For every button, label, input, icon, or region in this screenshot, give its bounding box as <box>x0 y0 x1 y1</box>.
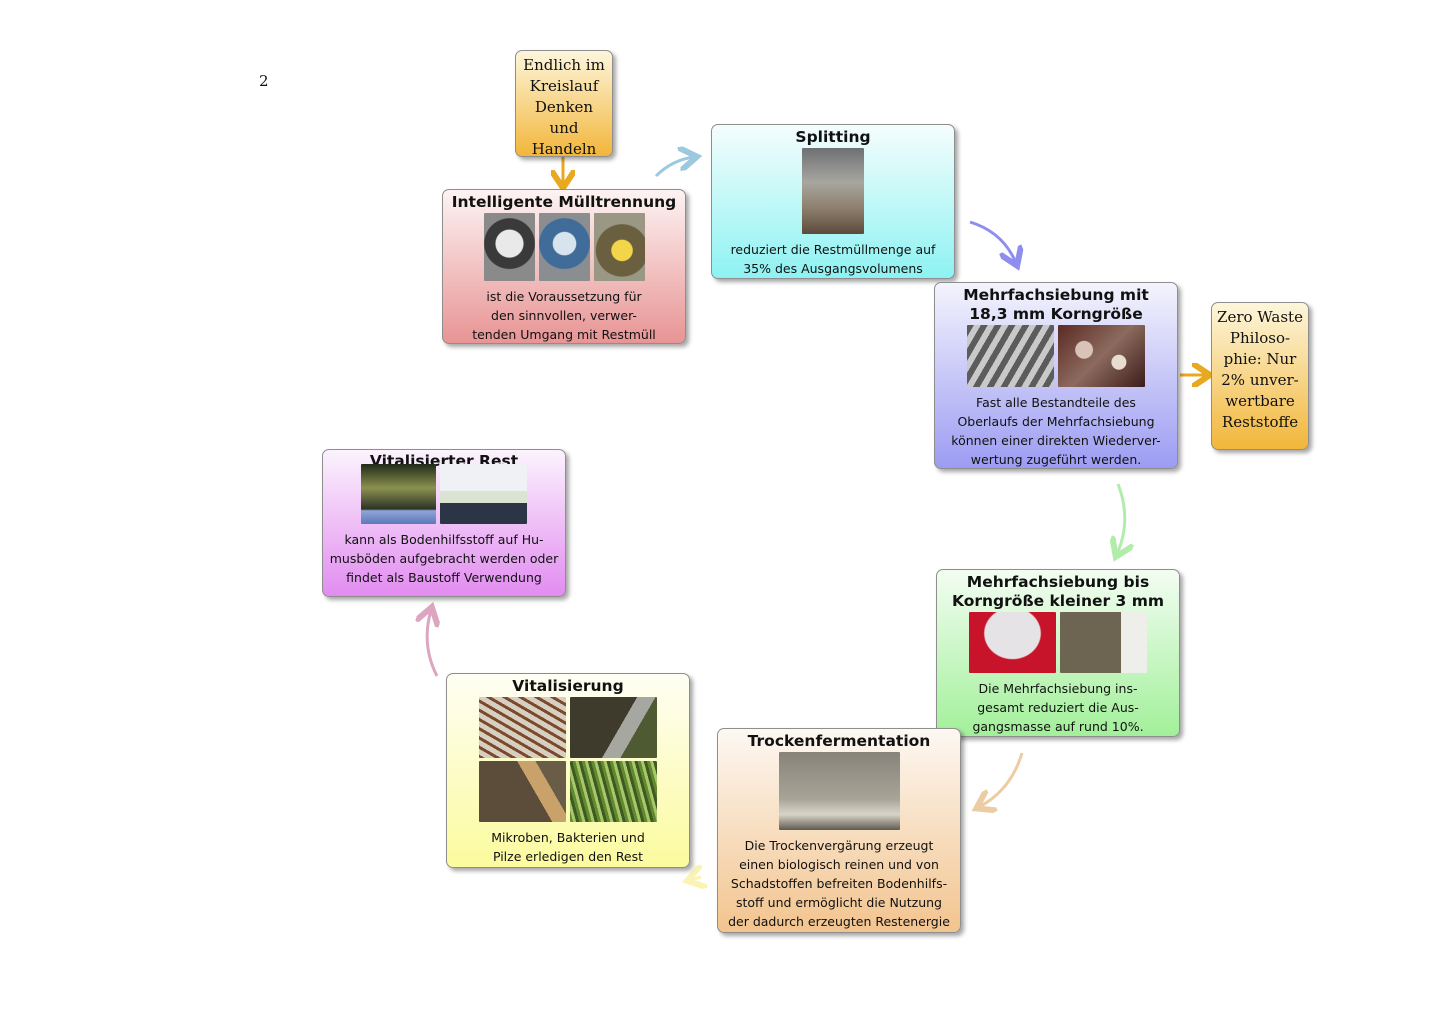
description-line: Mikroben, Bakterien und <box>491 830 645 845</box>
arrow-trockenfermentation-to-vitalisierung <box>690 877 701 880</box>
step-description: Die Mehrfachsiebung ins- gesamt reduzier… <box>937 679 1179 736</box>
soil-box-photo <box>479 761 566 822</box>
title-line: Mehrfachsiebung bis <box>966 573 1150 591</box>
photo-row <box>323 464 565 524</box>
step-description: reduziert die Restmüllmenge auf 35% des … <box>712 240 954 278</box>
step-muelltrennung: Intelligente Mülltrennung ist die Voraus… <box>442 189 686 344</box>
waste-bin-photo <box>538 213 590 281</box>
building-model-photo <box>440 464 527 524</box>
photo-row <box>937 612 1179 673</box>
fine-fraction-sample-photo <box>1060 612 1147 673</box>
sieved-material-photo <box>1058 325 1145 387</box>
step-description: ist die Voraussetzung für den sinnvollen… <box>443 287 685 344</box>
photo-row <box>447 761 689 822</box>
step-description: kann als Bodenhilfsstoff auf Hu- musböde… <box>323 530 565 587</box>
description-line: tenden Umgang mit Restmüll <box>472 327 656 342</box>
zero-waste-text: Zero Waste Philoso- phie: Nur 2% unver- … <box>1217 308 1303 431</box>
plants-photo <box>570 761 657 822</box>
page-number: 2 <box>259 72 269 90</box>
arrow-muelltrennung-to-splitting <box>654 157 694 178</box>
arrow-splitting-to-siebung183 <box>969 220 1016 263</box>
description-line: Die Mehrfachsiebung ins- <box>978 681 1138 696</box>
step-splitting: Splitting reduziert die Restmüllmenge au… <box>711 124 955 279</box>
description-line: reduziert die Restmüllmenge auf <box>730 242 936 257</box>
step-description: Mikroben, Bakterien und Pilze erledigen … <box>447 828 689 866</box>
description-line: musböden aufgebracht werden oder <box>329 551 559 566</box>
description-line: kann als Bodenhilfsstoff auf Hu- <box>344 532 544 547</box>
description-line: einen biologisch reinen und von <box>739 857 939 872</box>
fermented-material-photo <box>778 752 900 830</box>
start-box-text: Endlich im Kreislauf Denken und Handeln <box>523 56 605 158</box>
splitting-machine-photo <box>802 148 864 234</box>
description-line: Schadstoffen befreiten Bodenhilfs- <box>730 876 948 891</box>
waste-bin-photo <box>593 213 645 281</box>
step-description: Die Trockenvergärung erzeugt einen biolo… <box>718 836 960 931</box>
soil-spade-photo <box>570 697 657 758</box>
step-vitalisierung: Vitalisierung Mikroben, Bakterien und Pi… <box>446 673 690 868</box>
start-box: Endlich im Kreislauf Denken und Handeln <box>515 50 613 158</box>
description-line: können einer direkten Wiederver- <box>951 433 1161 448</box>
description-line: Oberlaufs der Mehrfachsiebung <box>957 414 1155 429</box>
roots-photo <box>479 697 566 758</box>
title-line: Mehrfachsiebung mit <box>963 286 1149 304</box>
photo-row <box>443 213 685 281</box>
step-description: Fast alle Bestandteile des Oberlaufs der… <box>935 393 1177 469</box>
description-line: Fast alle Bestandteile des <box>976 395 1136 410</box>
storage-bags-photo <box>361 464 436 524</box>
photo-row <box>447 697 689 758</box>
photo-row <box>718 752 960 830</box>
step-title: Mehrfachsiebung bis Korngröße kleiner 3 … <box>937 573 1179 611</box>
title-line: Korngröße kleiner 3 mm <box>951 592 1165 610</box>
description-line: findet als Baustoff Verwendung <box>346 570 542 585</box>
description-line: Pilze erledigen den Rest <box>492 849 644 864</box>
arrow-siebung183-to-siebung3 <box>1117 483 1125 554</box>
step-trockenfermentation: Trockenfermentation Die Trockenvergärung… <box>717 728 961 933</box>
sieve-drum-photo <box>967 325 1054 387</box>
photo-row <box>712 148 954 234</box>
step-title: Trockenfermentation <box>747 732 931 750</box>
step-mehrfachsiebung-3: Mehrfachsiebung bis Korngröße kleiner 3 … <box>936 569 1180 737</box>
waste-bin-photo <box>483 213 535 281</box>
description-line: stoff und ermöglicht die Nutzung <box>736 895 942 910</box>
description-line: der dadurch erzeugten Restenergie <box>728 914 950 929</box>
photo-row <box>935 325 1177 387</box>
step-title: Splitting <box>795 128 871 146</box>
step-title: Intelligente Mülltrennung <box>451 193 677 211</box>
zero-waste-box: Zero Waste Philoso- phie: Nur 2% unver- … <box>1211 302 1309 450</box>
description-line: 35% des Ausgangsvolumens <box>743 261 923 276</box>
description-line: gangsmasse auf rund 10%. <box>972 719 1144 734</box>
description-line: gesamt reduziert die Aus- <box>977 700 1139 715</box>
fine-fraction-photo <box>969 612 1056 673</box>
step-title: Mehrfachsiebung mit 18,3 mm Korngröße <box>935 286 1177 324</box>
description-line: Die Trockenvergärung erzeugt <box>744 838 934 853</box>
description-line: wertung zugeführt werden. <box>970 452 1142 467</box>
step-mehrfachsiebung-183: Mehrfachsiebung mit 18,3 mm Korngröße Fa… <box>934 282 1178 469</box>
arrow-vitalisierung-to-vitalisierter-rest <box>427 610 437 677</box>
arrow-siebung3-to-trockenfermentation <box>979 752 1024 807</box>
description-line: den sinnvollen, verwer- <box>491 308 637 323</box>
title-line: 18,3 mm Korngröße <box>969 305 1143 323</box>
step-title: Vitalisierung <box>512 677 624 695</box>
description-line: ist die Voraussetzung für <box>486 289 642 304</box>
step-vitalisierter-rest: Vitalisierter Rest kann als Bodenhilfsst… <box>322 449 566 597</box>
